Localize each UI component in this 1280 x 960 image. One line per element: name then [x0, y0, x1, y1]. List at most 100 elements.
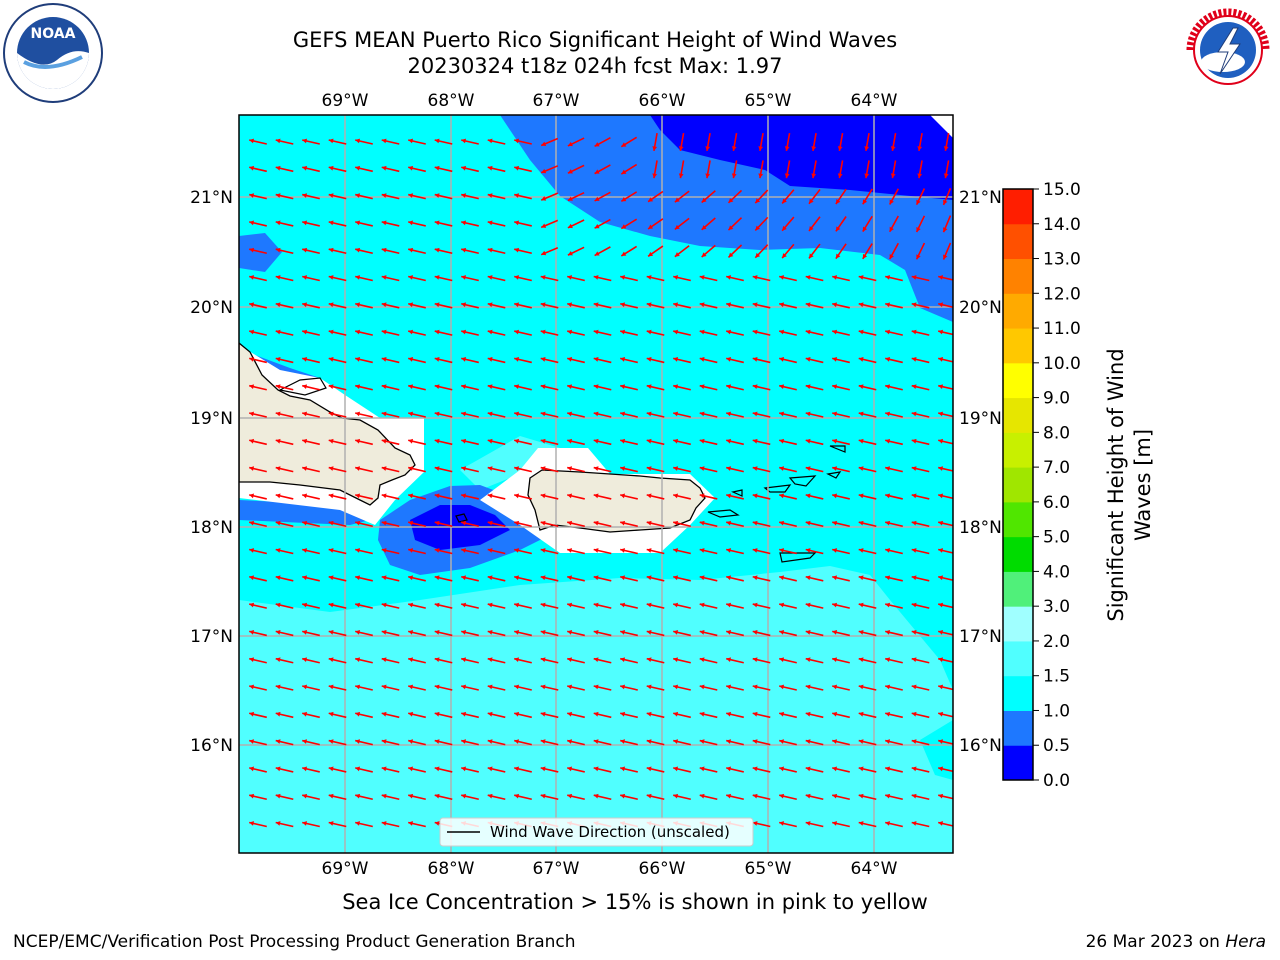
wave-direction-arrowhead [809, 198, 814, 204]
wave-direction-arrowhead [593, 793, 599, 799]
colorbar-segment [1003, 189, 1033, 225]
wave-direction-arrowhead [593, 766, 599, 772]
wave-direction-arrowhead [514, 384, 520, 389]
wave-direction-arrowhead [487, 138, 493, 144]
wave-direction-arrowhead [514, 466, 520, 471]
wave-direction-arrowhead [540, 329, 546, 335]
wave-direction-arrowhead [514, 548, 520, 553]
colorbar-tick-label: 11.0 [1043, 319, 1081, 339]
wave-direction-arrowhead [805, 275, 811, 280]
wave-direction-arrowhead [832, 739, 838, 744]
wave-direction-arrowhead [701, 252, 707, 258]
wave-direction-arrowhead [461, 247, 467, 253]
wave-direction-arrowhead [646, 684, 652, 690]
wave-direction-arrowhead [755, 252, 761, 258]
wave-direction-arrowhead [916, 227, 921, 233]
wave-direction-arrowhead [328, 630, 334, 635]
wave-direction-arrowhead [779, 711, 785, 717]
wave-direction-arrowhead [885, 793, 891, 799]
wave-direction-arrowhead [487, 575, 493, 581]
wave-direction-arrowhead [701, 197, 707, 203]
wave-direction-arrowhead [434, 630, 440, 635]
wave-direction-arrowhead [461, 193, 467, 198]
wave-direction-arrowhead [328, 657, 334, 662]
wave-direction-arrowhead [858, 602, 864, 608]
wave-direction-arrowhead [355, 575, 361, 581]
colorbar-segment [1003, 501, 1033, 538]
chart-title: GEFS MEAN Puerto Rico Significant Height… [292, 28, 898, 52]
wave-direction-arrowhead [275, 520, 281, 526]
wave-direction-arrowhead [911, 630, 917, 635]
wave-direction-arrowhead [275, 630, 281, 635]
wave-direction-arrowhead [779, 821, 785, 826]
wave-direction-arrowhead [885, 684, 891, 690]
wave-direction-arrowhead [731, 173, 737, 179]
wave-direction-arrowhead [678, 146, 684, 151]
colorbar-tick-label: 10.0 [1043, 354, 1081, 374]
colorbar-tick-label: 0.0 [1043, 771, 1070, 791]
wave-direction-arrowhead [911, 575, 917, 581]
wave-direction-arrowhead [328, 466, 334, 471]
wave-direction-arrowhead [487, 275, 493, 280]
footer-date-text: 26 Mar 2023 on [1085, 932, 1226, 952]
wave-direction-arrowhead [275, 384, 281, 389]
wave-direction-arrowhead [938, 302, 944, 308]
wave-direction-arrowhead [514, 247, 520, 253]
wave-direction-arrowhead [381, 247, 387, 253]
wave-direction-arrowhead [381, 275, 387, 280]
wave-direction-arrowhead [408, 220, 414, 226]
wave-direction-arrowhead [355, 548, 361, 553]
wave-direction-arrowhead [620, 793, 626, 799]
wave-direction-arrowhead [858, 466, 864, 471]
wave-direction-arrowhead [408, 302, 414, 308]
wave-direction-arrowhead [755, 225, 761, 231]
wave-direction-arrowhead [328, 548, 334, 553]
wave-direction-arrowhead [275, 193, 281, 198]
wave-direction-arrowhead [514, 766, 520, 772]
wave-direction-arrowhead [646, 548, 652, 553]
wave-direction-arrowhead [835, 199, 841, 205]
wave-direction-arrowhead [699, 411, 705, 417]
wave-direction-arrowhead [858, 821, 864, 826]
wave-direction-arrowhead [408, 247, 414, 253]
wave-direction-arrowhead [858, 329, 864, 335]
wave-direction-arrowhead [567, 411, 573, 417]
wave-direction-arrowhead [249, 602, 255, 608]
land-corner-ne [930, 115, 953, 138]
wave-direction-arrowhead [567, 357, 573, 362]
wave-direction-arrowhead [249, 684, 255, 690]
wave-direction-arrowhead [249, 466, 255, 471]
wave-direction-arrowhead [593, 548, 599, 553]
wave-direction-arrowhead [434, 247, 440, 253]
colorbar-tick-label: 9.0 [1043, 389, 1070, 409]
wave-direction-arrowhead [461, 575, 467, 581]
wave-direction-arrowhead [487, 357, 493, 362]
wave-direction-arrowhead [487, 548, 493, 553]
wave-direction-arrowhead [911, 711, 917, 717]
wave-direction-arrowhead [302, 357, 308, 362]
wave-direction-arrowhead [434, 165, 440, 171]
colorbar-segment [1003, 432, 1033, 468]
wave-direction-arrowhead [275, 247, 281, 253]
wave-direction-arrowhead [249, 438, 255, 444]
wave-direction-arrowhead [249, 766, 255, 772]
wave-direction-arrowhead [752, 739, 758, 744]
wave-direction-arrowhead [275, 357, 281, 362]
wave-direction-arrowhead [249, 220, 255, 226]
wave-direction-arrowhead [461, 466, 467, 471]
wave-direction-arrowhead [275, 220, 281, 226]
wave-direction-arrowhead [752, 602, 758, 608]
wave-direction-arrowhead [594, 251, 600, 256]
wave-direction-arrowhead [355, 357, 361, 362]
wave-direction-arrowhead [885, 766, 891, 772]
wave-direction-arrowhead [620, 411, 626, 417]
wave-direction-arrowhead [593, 275, 599, 280]
wave-direction-arrowhead [858, 275, 864, 280]
wave-direction-arrowhead [408, 520, 414, 526]
wave-direction-arrowhead [911, 384, 917, 389]
wave-direction-arrowhead [832, 684, 838, 690]
colorbar-segment [1003, 397, 1033, 433]
wave-direction-arrowhead [567, 251, 573, 256]
wave-direction-arrowhead [487, 329, 493, 335]
wave-direction-arrowhead [302, 302, 308, 308]
